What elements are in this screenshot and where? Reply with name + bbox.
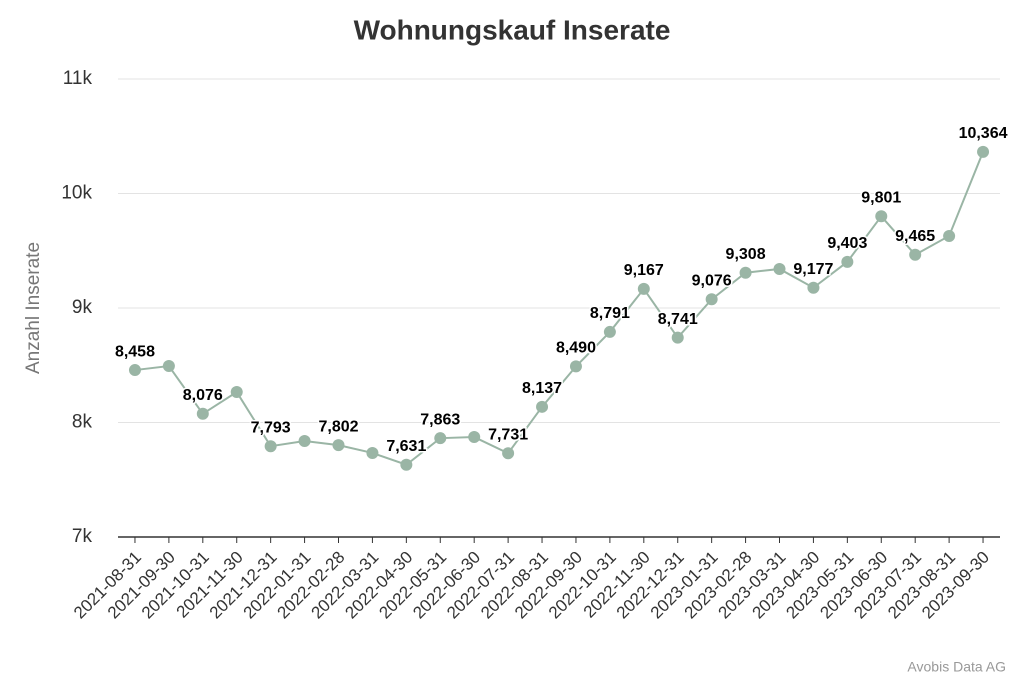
- y-tick-label: 8k: [72, 412, 93, 433]
- point: [909, 248, 922, 261]
- point: [332, 439, 345, 452]
- point: [875, 210, 888, 223]
- data-label: 8,791: [590, 305, 630, 322]
- data-label: 7,731: [488, 427, 528, 444]
- chart-title: Wohnungskauf Inserate: [354, 14, 671, 45]
- point: [434, 432, 447, 445]
- data-label: 8,076: [183, 387, 223, 404]
- point: [603, 325, 616, 338]
- credit: Avobis Data AG: [907, 659, 1006, 675]
- data-label: 9,167: [624, 262, 664, 279]
- point: [230, 386, 243, 399]
- data-label: 9,076: [692, 273, 732, 290]
- y-tick-label: 7k: [72, 526, 93, 547]
- data-label: 10,364: [959, 125, 1008, 142]
- point: [807, 281, 820, 294]
- data-label: 8,137: [522, 380, 562, 397]
- data-label: 8,741: [658, 311, 698, 328]
- point: [536, 400, 549, 413]
- data-label: 8,490: [556, 340, 596, 357]
- point: [366, 446, 379, 459]
- data-label: 7,863: [420, 411, 460, 428]
- point: [569, 360, 582, 373]
- data-label: 7,802: [318, 418, 358, 435]
- data-label: 9,801: [861, 190, 901, 207]
- point: [400, 458, 413, 471]
- point: [468, 431, 481, 444]
- y-tick-label: 10k: [61, 183, 92, 204]
- point: [298, 435, 311, 448]
- point: [196, 407, 209, 420]
- point: [162, 360, 175, 373]
- point: [671, 331, 684, 344]
- point: [773, 262, 786, 275]
- data-label: 7,793: [251, 419, 291, 436]
- data-label: 8,458: [115, 343, 155, 360]
- y-tick-label: 9k: [72, 297, 93, 318]
- point: [977, 145, 990, 158]
- data-label: 9,308: [726, 246, 766, 263]
- data-label: 7,631: [386, 438, 426, 455]
- point: [943, 229, 956, 242]
- point: [264, 440, 277, 453]
- point: [502, 447, 515, 460]
- data-label: 9,465: [895, 228, 935, 245]
- data-label: 9,403: [827, 235, 867, 252]
- point: [841, 255, 854, 268]
- data-label: 9,177: [793, 261, 833, 278]
- y-axis-label: Anzahl Inserate: [23, 242, 44, 374]
- point: [128, 364, 141, 377]
- point: [739, 266, 752, 279]
- y-tick-label: 11k: [63, 68, 93, 89]
- point: [637, 282, 650, 295]
- point: [705, 293, 718, 306]
